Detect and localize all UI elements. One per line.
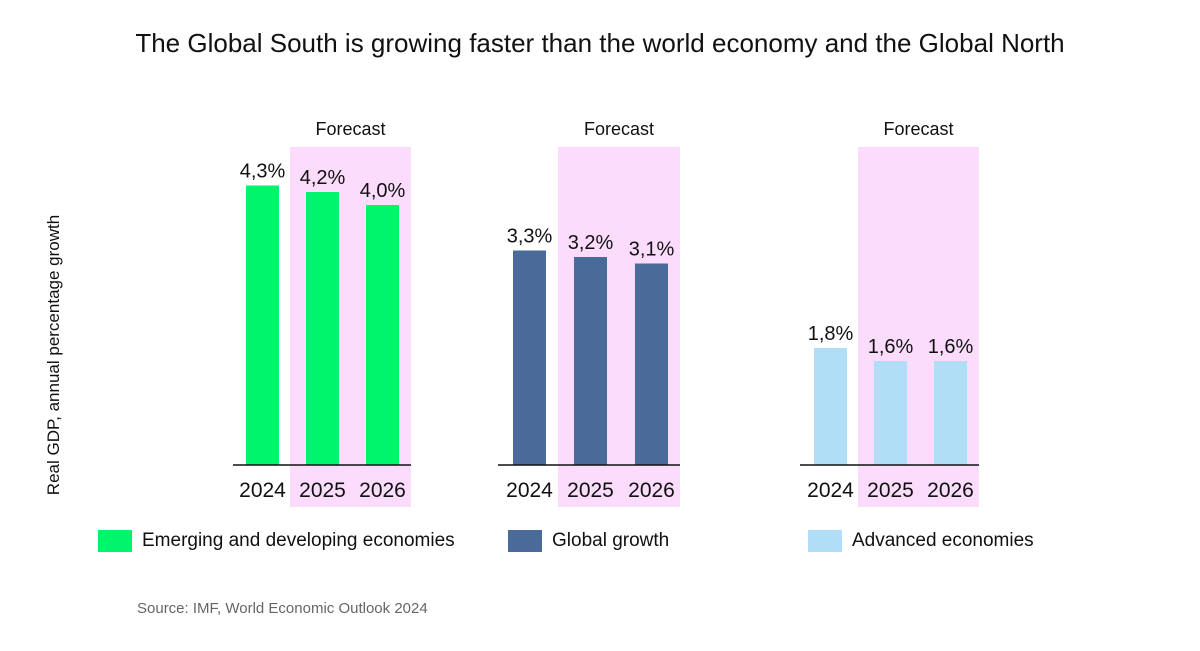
data-label: 3,1% <box>629 239 675 261</box>
x-tick-label: 2024 <box>239 479 286 502</box>
x-tick-label: 2025 <box>867 479 914 502</box>
legend-swatch <box>98 530 132 552</box>
data-label: 1,6% <box>928 336 974 358</box>
chart-title: The Global South is growing faster than … <box>135 28 1065 58</box>
bar <box>246 185 279 465</box>
source-note: Source: IMF, World Economic Outlook 2024 <box>137 600 428 617</box>
x-tick-label: 2024 <box>506 479 553 502</box>
legend-label: Advanced economies <box>852 530 1034 551</box>
x-tick-label: 2025 <box>567 479 614 502</box>
bar <box>574 257 607 465</box>
data-label: 4,0% <box>360 180 406 202</box>
data-label: 4,3% <box>240 161 286 183</box>
x-tick-label: 2025 <box>299 479 346 502</box>
x-tick-label: 2024 <box>807 479 854 502</box>
bar <box>513 250 546 465</box>
bar <box>814 348 847 465</box>
x-tick-label: 2026 <box>927 479 974 502</box>
bar <box>635 263 668 465</box>
bar <box>306 192 339 465</box>
legend-item-advanced: Advanced economies <box>808 530 1034 552</box>
legend-item-global: Global growth <box>508 530 669 552</box>
x-tick-label: 2026 <box>359 479 406 502</box>
x-tick-label: 2026 <box>628 479 675 502</box>
legend-swatch <box>808 530 842 552</box>
forecast-label: Forecast <box>584 119 654 139</box>
legend-item-emerging: Emerging and developing economies <box>98 530 455 552</box>
data-label: 3,3% <box>507 226 553 248</box>
legend-swatch <box>508 530 542 552</box>
forecast-label: Forecast <box>315 119 385 139</box>
data-label: 3,2% <box>568 232 614 254</box>
data-label: 1,6% <box>868 336 914 358</box>
forecast-label: Forecast <box>883 119 953 139</box>
bar <box>934 361 967 465</box>
data-label: 1,8% <box>808 323 854 345</box>
data-label: 4,2% <box>300 167 346 189</box>
bar <box>366 205 399 465</box>
bar <box>874 361 907 465</box>
legend-label: Global growth <box>552 530 670 551</box>
legend-label: Emerging and developing economies <box>142 530 455 551</box>
